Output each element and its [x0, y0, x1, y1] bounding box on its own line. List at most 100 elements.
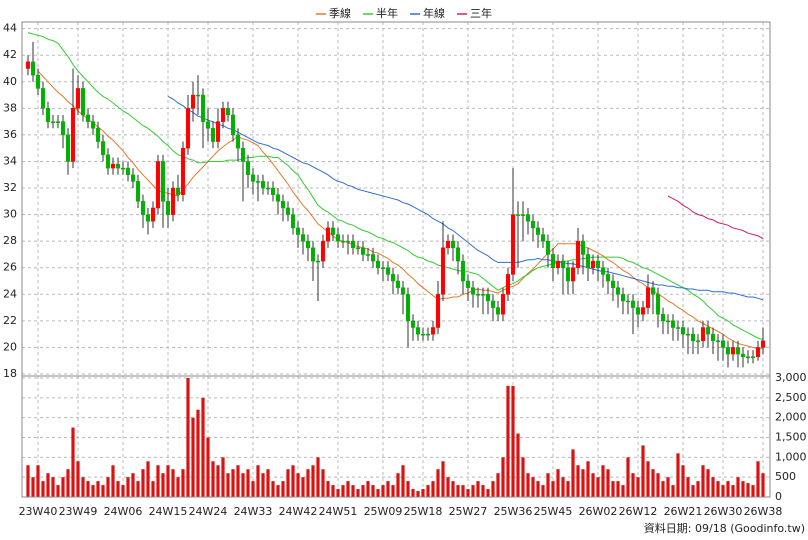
candle-body [245, 161, 251, 176]
candle-body [370, 254, 376, 262]
volume-frame [21, 375, 771, 498]
volume-bar [161, 473, 165, 497]
volume-bar [551, 481, 555, 497]
volume-bar [641, 445, 645, 497]
volume-bar [631, 473, 635, 497]
candle-body [145, 214, 151, 222]
volume-bar [376, 489, 380, 497]
x-tick-label: 23W49 [59, 505, 98, 518]
volume-bar [451, 481, 455, 497]
volume-bar [656, 473, 660, 497]
candle-body [640, 307, 646, 315]
volume-bar [521, 457, 525, 497]
candle-body [470, 287, 476, 295]
candle-body [40, 88, 46, 109]
candle-body [325, 227, 331, 242]
candle-body [200, 94, 206, 122]
volume-bar [676, 453, 680, 497]
volume-bar [721, 485, 725, 497]
candle-body [425, 333, 431, 336]
y-tick-label: 22 [3, 314, 17, 327]
candle-body [460, 260, 466, 282]
candle-body [675, 327, 681, 329]
volume-bar [151, 481, 155, 497]
volume-bar [346, 481, 350, 497]
candle-body [445, 240, 451, 249]
volume-bar [756, 461, 760, 497]
volume-bar [651, 469, 655, 497]
candle-body [125, 167, 131, 176]
candle-body [140, 201, 146, 215]
volume-bar [556, 469, 560, 497]
volume-bar [471, 485, 475, 497]
candle-body [595, 260, 601, 268]
x-tick-label: 26W21 [664, 505, 703, 518]
x-tick-label: 24W24 [189, 505, 228, 518]
candle-body [220, 108, 226, 122]
candle-body [450, 240, 456, 249]
volume-bar [696, 481, 700, 497]
candle-body [205, 121, 211, 129]
volume-bar [211, 461, 215, 497]
volume-bar [611, 481, 615, 497]
volume-bar [466, 489, 470, 497]
volume-bar [741, 481, 745, 497]
volume-bar [761, 473, 765, 497]
candle-body [495, 307, 501, 315]
y-tick-label: 34 [3, 154, 17, 167]
volume-bar [216, 465, 220, 497]
candle-body [110, 163, 116, 169]
legend-label: 半年 [376, 6, 398, 20]
y-tick-label: 36 [3, 128, 17, 141]
volume-bar [146, 461, 150, 497]
candle-body [380, 267, 386, 269]
candle-body [265, 187, 271, 190]
candle-body [570, 267, 576, 282]
volume-bar [531, 477, 535, 497]
y2-tick-label: 500 [775, 470, 796, 483]
candle-body [35, 74, 41, 89]
volume-bar [506, 385, 510, 497]
candle-body [690, 333, 696, 342]
candle-body [440, 247, 446, 295]
candle-body [340, 240, 346, 243]
y-tick-label: 44 [3, 22, 17, 35]
volume-bar [691, 485, 695, 497]
y2-tick-label: 3,000 [775, 371, 807, 384]
candle-body [410, 320, 416, 328]
volume-bar [701, 465, 705, 497]
x-tick-label: 25W09 [364, 505, 403, 518]
volume-bar [181, 469, 185, 497]
volume-bar [296, 473, 300, 497]
volume-bar [481, 485, 485, 497]
candles [25, 41, 766, 368]
volume-bar [621, 485, 625, 497]
candle-body [715, 340, 721, 343]
volume-bar [81, 477, 85, 497]
candle-body [85, 114, 91, 122]
volume-bar [586, 461, 590, 497]
candle-body [635, 307, 641, 315]
volume-bar [206, 437, 210, 497]
y-tick-label: 38 [3, 101, 17, 114]
y-tick-label: 32 [3, 181, 17, 194]
volume-bar [226, 473, 230, 497]
candle-body [65, 134, 71, 162]
volume-bar [266, 469, 270, 497]
candle-body [280, 201, 286, 209]
volume-bar [536, 481, 540, 497]
volume-bar [256, 465, 260, 497]
candle-body [695, 340, 701, 343]
volume-bar [166, 465, 170, 497]
x-tick-label: 24W51 [319, 505, 358, 518]
x-tick-label: 24W15 [149, 505, 188, 518]
candle-body [185, 108, 191, 149]
volume-bar [616, 481, 620, 497]
candle-body [435, 294, 441, 328]
volume-bar [411, 489, 415, 497]
candle-body [490, 300, 496, 308]
volume-bar [356, 489, 360, 497]
volume-bar [361, 485, 365, 497]
candle-body [210, 128, 216, 142]
y-tick-label: 40 [3, 75, 17, 88]
